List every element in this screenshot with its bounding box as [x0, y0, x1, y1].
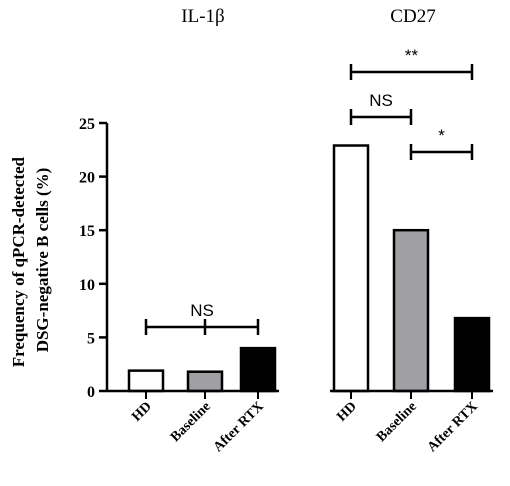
y-axis-label: Frequency of qPCR-detected DSG-negative …: [9, 153, 52, 368]
significance-label: *: [438, 126, 445, 145]
significance-label: **: [405, 46, 419, 65]
category-label: After RTX: [425, 399, 481, 455]
group-titles: IL-1β CD27: [181, 6, 435, 27]
y-axis-label-line1: Frequency of qPCR-detected: [9, 156, 28, 367]
bars: [127, 144, 491, 393]
group-title: IL-1β: [181, 6, 224, 27]
bar-baseline: [392, 228, 430, 393]
y-axis-label-line2: DSG-negative B cells (%): [33, 168, 52, 353]
y-tick-label: 5: [87, 330, 95, 347]
significance-annotations: NS ** NS *: [144, 46, 474, 335]
y-tick-label: 10: [79, 277, 95, 294]
category-label: HD: [334, 399, 359, 424]
bar-after-rtx: [453, 316, 491, 393]
y-tick-label: 25: [79, 116, 95, 133]
y-tick-label: 0: [87, 384, 95, 401]
significance-label: NS: [190, 301, 214, 320]
y-axis: 0 5 10 15 20 25: [79, 116, 109, 401]
category-label: Baseline: [168, 399, 214, 445]
significance-label: NS: [369, 91, 393, 110]
y-tick-label: 15: [79, 223, 95, 240]
bar-hd: [127, 369, 165, 393]
y-tick-label: 20: [79, 170, 95, 187]
category-label: Baseline: [374, 399, 420, 445]
bar-baseline: [186, 370, 224, 393]
bar-after-rtx: [239, 346, 277, 393]
category-label: After RTX: [211, 399, 267, 455]
group-title: CD27: [390, 6, 435, 27]
category-label: HD: [129, 399, 154, 424]
bar-hd: [332, 144, 370, 393]
